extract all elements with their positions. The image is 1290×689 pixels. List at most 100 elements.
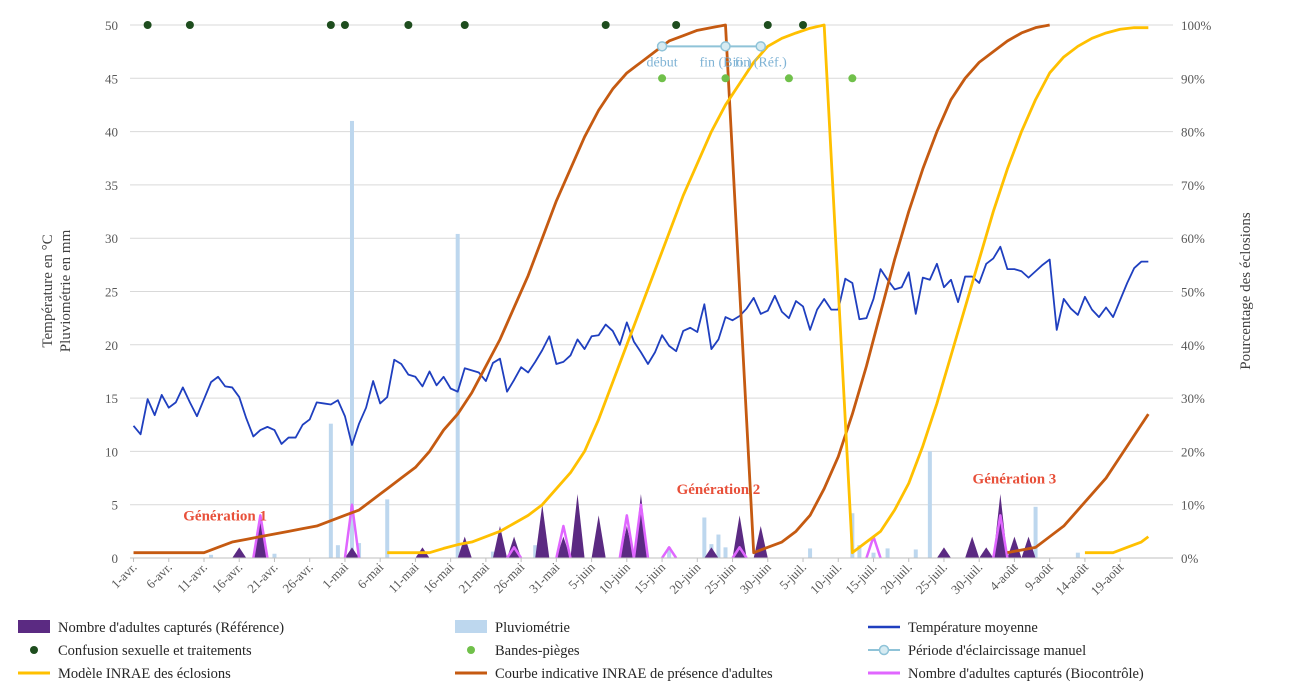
y-left-title-line1: Température en °C: [40, 234, 56, 347]
rainfall-bar: [857, 545, 862, 558]
legend-swatch-bandes: [467, 646, 475, 654]
confusion-marker: [404, 21, 413, 29]
reference-capture-peak: [344, 547, 360, 558]
eclaircissage-label: fin (Réf.): [735, 55, 787, 70]
rainfall-bar: [455, 233, 460, 558]
confusion-marker: [340, 21, 349, 29]
y-right-tick-label: 0%: [1181, 551, 1199, 566]
markers: début fin (Bio.)fin (Réf.): [143, 21, 857, 83]
x-tick-label: 26-avr.: [279, 560, 315, 596]
reference-capture-peak: [457, 536, 472, 558]
y-right-tick-label: 30%: [1181, 391, 1205, 406]
legend-label: Courbe indicative INRAE de présence d'ad…: [495, 666, 773, 682]
biocontrol-captures: [252, 503, 1009, 559]
presence-adultes-curve: [1007, 413, 1150, 555]
legend-label: Modèle INRAE des éclosions: [58, 666, 231, 682]
generation-label: Génération 1: [183, 509, 267, 525]
x-tick-label: 15-juil.: [842, 560, 879, 597]
reference-capture-peak: [591, 515, 606, 558]
confusion-marker: [143, 21, 152, 29]
x-tick-label: 25-juil.: [913, 560, 950, 597]
reference-capture-peak: [570, 494, 585, 558]
rainfall-bar: [272, 553, 277, 558]
biocontrol-capture-peak: [252, 514, 269, 559]
modele-eclosions-curve: [1084, 535, 1150, 555]
y-right-tick-label: 80%: [1181, 125, 1205, 140]
x-tick-label: 19-août: [1088, 559, 1127, 598]
confusion-marker: [799, 21, 808, 29]
biocontrol-capture-peak: [505, 546, 523, 559]
y-right-tick-label: 90%: [1181, 71, 1205, 86]
presence-adultes-curve: [133, 23, 1050, 555]
biocontrol-capture-peak: [618, 514, 636, 559]
x-tick-label: 30-juin: [737, 559, 775, 597]
curves: [132, 23, 1150, 555]
x-tick-label: 10-juin: [596, 559, 634, 597]
annotations: Génération 1 Génération 2 Génération 3: [183, 471, 1056, 524]
x-tick-label: 20-juin: [666, 559, 704, 597]
y-right-tick-label: 20%: [1181, 444, 1205, 459]
rainfall-bar: [1075, 552, 1080, 558]
eclaircissage-marker: [720, 41, 731, 52]
x-tick-label: 1-mai: [319, 559, 351, 591]
legend-label: Nombre d'adultes capturés (Biocontrôle): [908, 666, 1144, 682]
legend-swatch-pluviometrie: [455, 620, 487, 633]
legend-swatch-reference: [18, 620, 50, 633]
rainfall-bar: [927, 451, 932, 558]
rainfall-bar: [667, 547, 672, 558]
x-tick-label: 21-avr.: [244, 560, 280, 596]
reference-capture-peak: [936, 547, 952, 558]
reference-capture-peak: [556, 536, 571, 558]
x-tick-label: 5-juil.: [776, 560, 809, 593]
y-right-tick-label: 10%: [1181, 498, 1205, 513]
legend-swatch-eclaircissage-dot: [878, 644, 890, 656]
x-tick-label: 11-mai: [385, 559, 422, 596]
gridlines: [130, 24, 1173, 559]
biocontrol-capture-peak: [632, 503, 650, 559]
x-tick-label: 20-juil.: [877, 560, 914, 597]
y-right-tick-label: 60%: [1181, 231, 1205, 246]
biocontrol-capture-peak: [661, 546, 678, 559]
biocontrol-capture-peak: [992, 514, 1009, 559]
confusion-marker: [460, 21, 469, 29]
eclaircissage-marker: [755, 41, 766, 52]
x-tick-label: 5-juin: [565, 559, 598, 592]
x-tick-label: 25-juin: [701, 559, 739, 597]
rainfall-bars: [209, 120, 1080, 558]
x-tick-label: 16-avr.: [209, 560, 245, 596]
y-right-tick-label: 100%: [1181, 18, 1212, 33]
eclaircissage-label: début: [647, 55, 678, 70]
rainfall-bar: [209, 554, 214, 558]
rainfall-bar: [385, 499, 390, 558]
rainfall-bar: [490, 551, 495, 558]
reference-capture-peak: [232, 547, 247, 558]
bandes-pieges-marker: [784, 74, 793, 83]
legend-label: Période d'éclaircissage manuel: [908, 643, 1086, 659]
x-tick-label: 21-mai: [455, 559, 492, 596]
y-left-tick-label: 45: [105, 71, 118, 86]
y-right-tick-label: 40%: [1181, 338, 1205, 353]
x-tick-label: 26-mai: [491, 559, 528, 596]
reference-capture-peak: [1007, 536, 1022, 558]
rainfall-bar: [1033, 506, 1038, 558]
rainfall-bar: [702, 517, 707, 558]
rainfall-bar: [913, 549, 918, 558]
confusion-marker: [672, 21, 681, 29]
confusion-marker: [601, 21, 610, 29]
rainfall-bar: [871, 552, 876, 558]
rainfall-bar: [328, 423, 333, 558]
confusion-marker: [185, 21, 194, 29]
x-tick-label: 31-mai: [526, 559, 563, 596]
generation-label: Génération 2: [677, 482, 761, 498]
biocontrol-capture-peak: [555, 524, 572, 559]
y-left-tick-label: 15: [105, 391, 118, 406]
x-tick-label: 30-juil.: [948, 560, 985, 597]
eclaircissage-marker: [656, 41, 668, 52]
y-left-tick-label: 5: [112, 498, 119, 513]
reference-capture-peak: [535, 504, 550, 558]
modele-eclosions-curve: [387, 23, 1149, 555]
bandes-pieges-marker: [721, 74, 730, 83]
y-left-tick-label: 35: [105, 178, 118, 193]
generation-label: Génération 3: [973, 471, 1057, 487]
x-tick-label: 6-avr.: [143, 560, 175, 592]
